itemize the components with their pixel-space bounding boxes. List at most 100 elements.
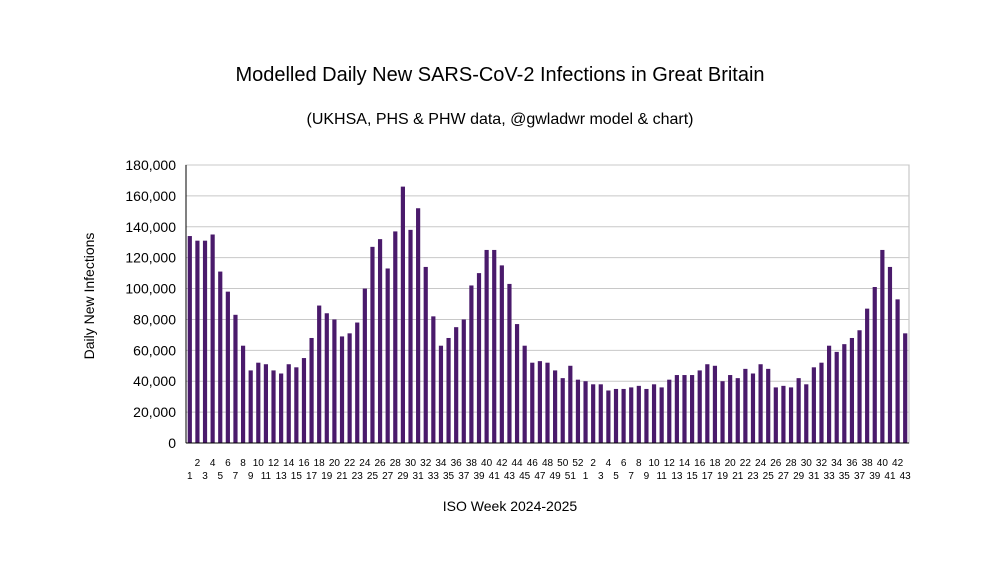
- x-tick-label: 52: [572, 458, 584, 469]
- bar: [842, 344, 847, 443]
- bar: [606, 390, 611, 443]
- x-tick-label: 12: [268, 458, 280, 469]
- x-tick-label: 8: [636, 458, 642, 469]
- x-tick-label: 41: [884, 471, 896, 482]
- x-tick-label: 3: [598, 471, 604, 482]
- bar: [362, 288, 367, 443]
- x-tick-label: 39: [869, 471, 881, 482]
- bar: [195, 240, 200, 443]
- x-tick-label: 25: [367, 471, 379, 482]
- bar: [690, 375, 695, 443]
- bar: [895, 299, 900, 443]
- bar: [811, 367, 816, 443]
- bar: [393, 231, 398, 443]
- x-tick-label: 22: [740, 458, 752, 469]
- x-tick-label: 24: [359, 458, 371, 469]
- x-tick-label: 23: [352, 471, 364, 482]
- x-tick-label: 8: [240, 458, 246, 469]
- x-tick-label: 47: [534, 471, 546, 482]
- y-tick-label: 60,000: [133, 342, 176, 358]
- x-tick-label: 36: [846, 458, 858, 469]
- y-tick-label: 20,000: [133, 404, 176, 420]
- bar: [629, 387, 634, 443]
- x-tick-label: 14: [283, 458, 295, 469]
- x-tick-label: 10: [253, 458, 265, 469]
- x-tick-label: 14: [679, 458, 691, 469]
- bar: [766, 368, 771, 443]
- bar: [750, 373, 756, 443]
- x-tick-label: 7: [233, 471, 239, 482]
- x-tick-label: 29: [397, 471, 409, 482]
- bar: [621, 388, 626, 443]
- x-tick-label: 16: [694, 458, 706, 469]
- bar: [248, 370, 253, 443]
- x-tick-label: 6: [621, 458, 627, 469]
- x-tick-label: 22: [344, 458, 356, 469]
- bar: [499, 265, 504, 443]
- x-tick-label: 44: [511, 458, 523, 469]
- bar: [887, 266, 893, 443]
- bar: [804, 384, 809, 443]
- bar: [256, 362, 261, 443]
- bar: [613, 388, 619, 443]
- bar: [355, 322, 360, 443]
- x-tick-label: 1: [187, 471, 193, 482]
- x-tick-label: 46: [527, 458, 539, 469]
- x-tick-label: 16: [298, 458, 310, 469]
- bar: [454, 327, 459, 443]
- y-axis-label: Daily New Infections: [81, 233, 97, 360]
- bar: [286, 364, 291, 443]
- x-tick-label: 37: [458, 471, 470, 482]
- x-tick-label: 18: [314, 458, 326, 469]
- x-tick-label: 38: [862, 458, 874, 469]
- x-tick-label: 13: [671, 471, 683, 482]
- x-tick-label: 4: [606, 458, 612, 469]
- x-tick-label: 37: [854, 471, 866, 482]
- bar: [644, 388, 649, 443]
- chart-title: Modelled Daily New SARS-CoV-2 Infections…: [235, 64, 765, 86]
- bar: [720, 381, 725, 443]
- bar: [461, 319, 466, 443]
- bar: [301, 358, 307, 443]
- x-tick-label: 20: [329, 458, 341, 469]
- x-tick-label: 38: [466, 458, 478, 469]
- x-tick-label: 18: [709, 458, 721, 469]
- chart-subtitle: (UKHSA, PHS & PHW data, @gwladwr model &…: [306, 111, 694, 128]
- x-tick-label: 13: [276, 471, 288, 482]
- bar: [309, 337, 314, 443]
- bar: [408, 229, 413, 443]
- x-tick-label: 12: [664, 458, 676, 469]
- bar: [865, 308, 870, 443]
- y-tick-label: 160,000: [125, 188, 176, 204]
- x-tick-label: 7: [628, 471, 634, 482]
- x-tick-label: 4: [210, 458, 216, 469]
- bar: [271, 370, 276, 443]
- x-tick-label: 29: [793, 471, 805, 482]
- y-tick-label: 120,000: [125, 250, 176, 266]
- bar: [240, 345, 246, 443]
- x-tick-label: 31: [808, 471, 820, 482]
- x-tick-label: 35: [839, 471, 851, 482]
- bar: [560, 378, 565, 443]
- x-tick-label: 35: [443, 471, 455, 482]
- x-tick-label: 21: [732, 471, 744, 482]
- bar: [659, 387, 664, 443]
- x-axis-label: ISO Week 2024-2025: [443, 498, 578, 514]
- bar: [857, 330, 862, 443]
- bar: [294, 367, 299, 443]
- x-tick-label: 36: [451, 458, 463, 469]
- x-tick-label: 33: [428, 471, 440, 482]
- bar: [347, 333, 352, 443]
- x-tick-label: 23: [747, 471, 759, 482]
- bar: [423, 266, 428, 443]
- x-tick-label: 25: [763, 471, 775, 482]
- x-tick-label: 28: [785, 458, 797, 469]
- bar: [469, 285, 474, 443]
- bar: [279, 373, 284, 443]
- x-tick-label: 41: [489, 471, 501, 482]
- x-tick-label: 27: [778, 471, 790, 482]
- bar: [712, 365, 718, 443]
- x-tick-label: 20: [725, 458, 737, 469]
- bar: [210, 234, 215, 443]
- bar: [317, 305, 322, 443]
